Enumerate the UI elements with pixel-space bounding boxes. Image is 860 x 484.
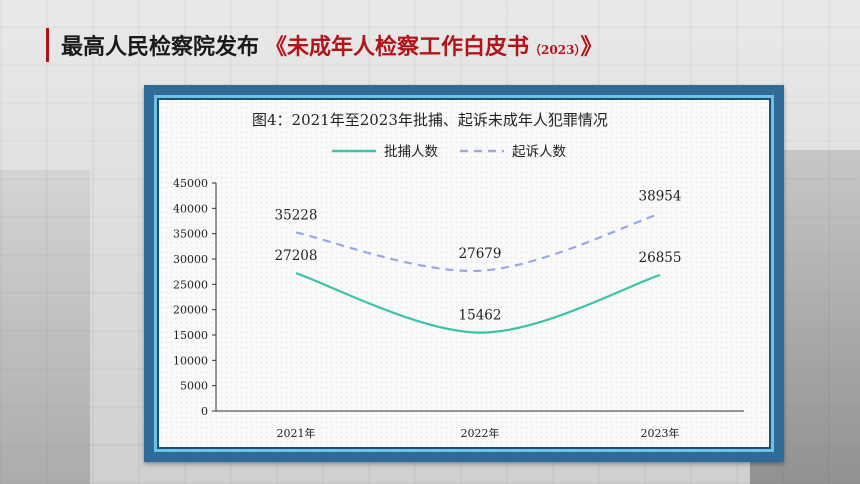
y-tick-label: 45000	[173, 177, 208, 190]
y-tick-label: 5000	[180, 380, 208, 393]
series-line-prosecute	[295, 212, 661, 272]
data-label-prosecute: 38954	[639, 189, 682, 205]
title-document-year: （2023）	[529, 43, 581, 57]
x-tick-label: 2022年	[461, 426, 500, 440]
chart-series	[295, 212, 661, 334]
y-tick-label: 30000	[173, 253, 208, 266]
data-label-arrest: 15462	[459, 308, 502, 324]
y-tick-label: 35000	[173, 228, 208, 241]
y-tick-label: 10000	[173, 354, 208, 367]
title-document: 《未成年人检察工作白皮书（2023）》	[265, 29, 602, 61]
legend-label: 批捕人数	[384, 144, 438, 160]
y-axis: 0 5000 10000 15000 20000 25000 30000 35000 40000…	[173, 177, 217, 418]
x-tick-label: 2023年	[641, 426, 680, 440]
data-label-arrest: 27208	[275, 248, 318, 264]
slide-title: 最高人民检察院发布 《未成年人检察工作白皮书（2023）》	[46, 28, 602, 62]
legend-label: 起诉人数	[512, 144, 566, 160]
x-axis: 2021年 2022年 2023年	[216, 410, 744, 440]
chart-title: 图4：2021年至2023年批捕、起诉未成年人犯罪情况	[252, 111, 608, 129]
x-tick-label: 2021年	[277, 426, 316, 440]
data-label-prosecute: 35228	[275, 208, 318, 224]
title-document-name: 《未成年人检察工作白皮书	[265, 34, 530, 60]
y-tick-label: 0	[201, 405, 208, 418]
series-line-arrest	[295, 272, 661, 334]
title-publisher: 最高人民检察院发布	[61, 34, 260, 60]
background-building-left	[0, 170, 90, 484]
data-labels: 27208 15462 26855 35228 27679 38954	[275, 189, 682, 324]
y-tick-label: 40000	[173, 202, 208, 215]
chart-legend: 批捕人数 起诉人数	[332, 144, 566, 160]
data-label-prosecute: 27679	[459, 246, 502, 262]
title-accent-bar	[46, 28, 49, 62]
y-tick-label: 15000	[173, 329, 208, 342]
chart-frame: 图4：2021年至2023年批捕、起诉未成年人犯罪情况 批捕人数 起诉人数 0 50…	[144, 85, 784, 462]
line-chart: 图4：2021年至2023年批捕、起诉未成年人犯罪情况 批捕人数 起诉人数 0 50…	[173, 111, 744, 440]
y-tick-label: 25000	[173, 278, 208, 291]
data-label-arrest: 26855	[639, 250, 682, 266]
y-tick-label: 20000	[173, 304, 208, 317]
title-document-close: 》	[580, 34, 603, 60]
